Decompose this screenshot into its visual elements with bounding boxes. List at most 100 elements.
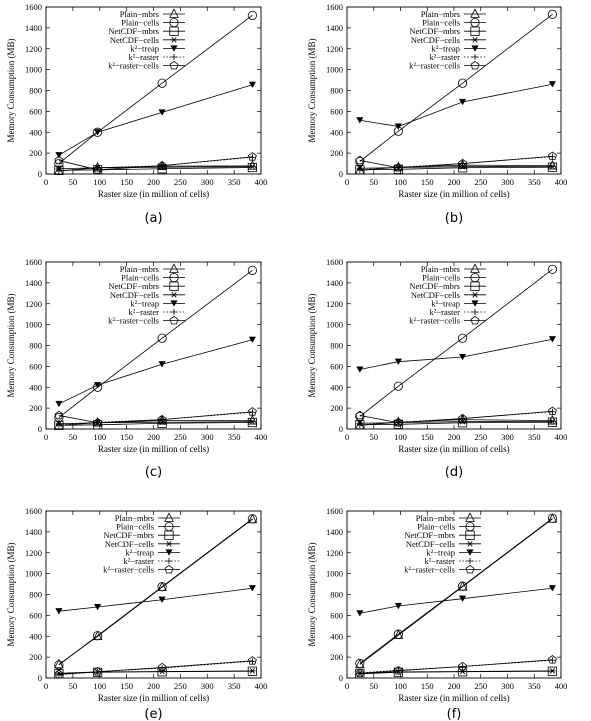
x-tick-label: 0 bbox=[345, 432, 349, 442]
series-line bbox=[359, 155, 553, 169]
legend-label: NetCDF−cells bbox=[110, 35, 159, 45]
legend-item: k²−raster−cells bbox=[108, 61, 185, 71]
series-line bbox=[359, 659, 553, 674]
legend-marker bbox=[466, 549, 474, 556]
series-k2-raster bbox=[55, 154, 256, 174]
x-tick-label: 350 bbox=[228, 432, 241, 442]
series-line bbox=[359, 587, 553, 614]
x-tick-label: 200 bbox=[448, 681, 461, 691]
legend-label: NetCDF−mbrs bbox=[108, 26, 159, 36]
y-tick-label: 1200 bbox=[326, 44, 343, 54]
y-tick-label: 200 bbox=[330, 652, 343, 662]
panel-caption: (b) bbox=[445, 211, 463, 226]
data-point bbox=[247, 656, 257, 665]
legend-label: Plain−cells bbox=[121, 273, 159, 283]
series-line bbox=[58, 422, 253, 426]
x-tick-label: 0 bbox=[345, 681, 349, 691]
series-line bbox=[58, 15, 253, 164]
legend-marker bbox=[169, 8, 179, 18]
legend-item: k²−raster−cells bbox=[108, 316, 185, 326]
y-tick-label: 1600 bbox=[326, 506, 343, 516]
y-tick-label: 1600 bbox=[25, 2, 42, 12]
y-tick-label: 1400 bbox=[326, 278, 343, 288]
legend-marker bbox=[169, 26, 179, 36]
legend-item: NetCDF−mbrs bbox=[409, 26, 486, 36]
legend-marker bbox=[471, 291, 479, 298]
legend-label: NetCDF−cells bbox=[110, 290, 159, 300]
series-k2-treap bbox=[55, 81, 257, 159]
legend-label: k²−raster−cells bbox=[409, 316, 460, 326]
series-line bbox=[58, 84, 253, 156]
chart-panel-e: 0 50 100 150 200 250 300 350 400 0 200 400 600 800 100… bbox=[6, 506, 267, 721]
y-tick-label: 800 bbox=[29, 590, 42, 600]
legend-item: k²−treap bbox=[431, 43, 486, 53]
x-tick-label: 200 bbox=[147, 681, 160, 691]
data-point bbox=[547, 159, 558, 170]
y-tick-label: 800 bbox=[330, 341, 343, 351]
legend-item: NetCDF−mbrs bbox=[103, 530, 180, 540]
series-plain-cells bbox=[355, 9, 558, 167]
data-point bbox=[458, 661, 468, 671]
data-point bbox=[356, 117, 364, 124]
legend-marker bbox=[470, 8, 480, 18]
y-tick-label: 1400 bbox=[326, 23, 343, 33]
x-tick-label: 100 bbox=[93, 432, 106, 442]
data-point bbox=[547, 406, 557, 416]
y-tick-label: 400 bbox=[330, 382, 343, 392]
legend-label: k²−raster bbox=[430, 52, 461, 62]
x-tick-label: 50 bbox=[370, 432, 379, 442]
data-point bbox=[247, 160, 258, 170]
series-line bbox=[58, 660, 253, 676]
x-tick-label: 350 bbox=[528, 432, 541, 442]
data-point bbox=[157, 333, 167, 343]
data-point bbox=[547, 264, 558, 274]
y-axis-label: Memory Consumption (MB) bbox=[6, 293, 16, 397]
legend-label: k²−raster−cells bbox=[108, 316, 159, 326]
y-tick-label: 1200 bbox=[326, 548, 343, 558]
x-tick-label: 50 bbox=[370, 177, 379, 187]
y-tick-label: 0 bbox=[38, 424, 42, 434]
series-line bbox=[359, 518, 553, 665]
x-tick-label: 50 bbox=[370, 681, 379, 691]
series-line bbox=[58, 660, 253, 675]
data-point bbox=[158, 361, 166, 368]
x-tick-label: 250 bbox=[474, 432, 487, 442]
legend-marker bbox=[169, 60, 179, 70]
data-point bbox=[547, 162, 558, 172]
y-tick-label: 1200 bbox=[25, 299, 42, 309]
legend-label: k²−raster−cells bbox=[103, 565, 154, 575]
legend-marker bbox=[465, 564, 475, 574]
data-point bbox=[247, 152, 257, 161]
legend-marker bbox=[472, 309, 478, 315]
data-point bbox=[54, 158, 64, 169]
series-plain-cells bbox=[54, 10, 257, 169]
data-point bbox=[548, 81, 557, 88]
y-tick-label: 1400 bbox=[25, 23, 42, 33]
data-point bbox=[458, 353, 467, 361]
y-tick-label: 400 bbox=[29, 631, 42, 641]
data-point bbox=[248, 336, 257, 344]
y-axis-label: Memory Consumption (MB) bbox=[307, 293, 317, 397]
y-tick-label: 1600 bbox=[25, 257, 42, 267]
legend-marker bbox=[171, 309, 177, 315]
series-line bbox=[58, 156, 253, 171]
legend-label: k²−raster bbox=[430, 307, 461, 317]
y-tick-label: 0 bbox=[339, 424, 343, 434]
legend-label: Plain−mbrs bbox=[421, 264, 460, 274]
legend-label: k²−treap bbox=[130, 298, 159, 308]
data-point bbox=[458, 158, 468, 168]
y-tick-label: 1200 bbox=[25, 44, 42, 54]
y-axis-label: Memory Consumption (MB) bbox=[6, 38, 16, 142]
data-point bbox=[54, 155, 64, 165]
data-point bbox=[458, 413, 468, 423]
y-tick-label: 1000 bbox=[326, 320, 343, 330]
legend-item: NetCDF−cells bbox=[411, 290, 486, 300]
y-tick-label: 800 bbox=[29, 341, 42, 351]
legend-item: Plain−mbrs bbox=[416, 512, 481, 523]
panel-caption: (e) bbox=[144, 707, 162, 721]
legend-label: k²−treap bbox=[125, 547, 154, 557]
y-tick-label: 600 bbox=[29, 610, 42, 620]
y-tick-label: 1400 bbox=[25, 527, 42, 537]
x-tick-label: 400 bbox=[255, 681, 268, 691]
